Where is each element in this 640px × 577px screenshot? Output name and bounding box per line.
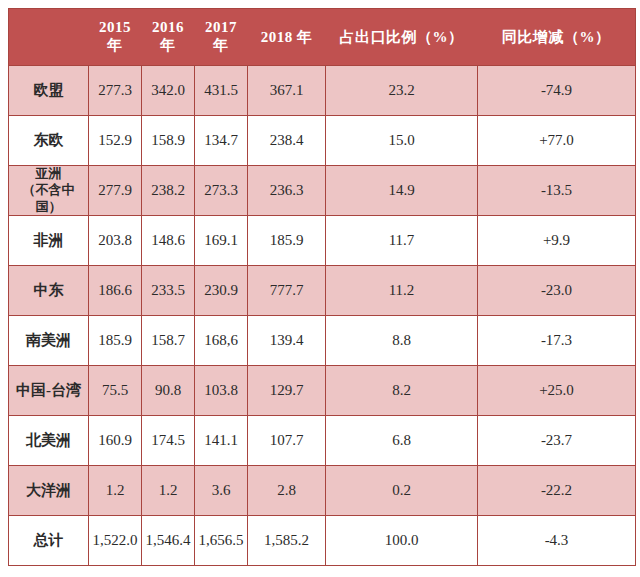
value-cell: -4.3 [478,516,636,566]
header-row: 2015 年 2016 年 2017 年 2018 年 占出口比例（%） 同比增… [9,9,636,66]
value-cell: 90.8 [142,366,195,416]
value-cell: 8.8 [326,316,478,366]
value-cell: 1,656.5 [195,516,248,566]
value-cell: -23.0 [478,266,636,316]
value-cell: 129.7 [248,366,326,416]
value-cell: 1,522.0 [89,516,142,566]
value-cell: -17.3 [478,316,636,366]
value-cell: 14.9 [326,166,478,216]
value-cell: 148.6 [142,216,195,266]
value-cell: 8.2 [326,366,478,416]
value-cell: +25.0 [478,366,636,416]
value-cell: 185.9 [248,216,326,266]
value-cell: 134.7 [195,116,248,166]
value-cell: 277.3 [89,66,142,116]
value-cell: 1,585.2 [248,516,326,566]
value-cell: 160.9 [89,416,142,466]
region-cell: 总计 [9,516,89,566]
value-cell: +9.9 [478,216,636,266]
value-cell: 158.9 [142,116,195,166]
table-row-south-america: 南美洲 185.9 158.7 168,6 139.4 8.8 -17.3 [9,316,636,366]
table-row-africa: 非洲 203.8 148.6 169.1 185.9 11.7 +9.9 [9,216,636,266]
value-cell: -13.5 [478,166,636,216]
value-cell: 152.9 [89,116,142,166]
value-cell: 23.2 [326,66,478,116]
value-cell: 367.1 [248,66,326,116]
value-cell: 107.7 [248,416,326,466]
value-cell: 15.0 [326,116,478,166]
table-row-north-america: 北美洲 160.9 174.5 141.1 107.7 6.8 -23.7 [9,416,636,466]
value-cell: -23.7 [478,416,636,466]
region-cell: 亚洲 （不含中国） [9,166,89,216]
value-cell: 777.7 [248,266,326,316]
value-cell: 238.2 [142,166,195,216]
value-cell: 103.8 [195,366,248,416]
value-cell: 139.4 [248,316,326,366]
value-cell: 2.8 [248,466,326,516]
table-row-asia-excl-china: 亚洲 （不含中国） 277.9 238.2 273.3 236.3 14.9 -… [9,166,636,216]
value-cell: 6.8 [326,416,478,466]
value-cell: 203.8 [89,216,142,266]
header-cell-2018: 2018 年 [248,9,326,66]
value-cell: 0.2 [326,466,478,516]
table-row-middle-east: 中东 186.6 233.5 230.9 777.7 11.2 -23.0 [9,266,636,316]
region-cell: 南美洲 [9,316,89,366]
export-statistics-table-container: 2015 年 2016 年 2017 年 2018 年 占出口比例（%） 同比增… [8,8,635,566]
table-row-oceania: 大洋洲 1.2 1.2 3.6 2.8 0.2 -22.2 [9,466,636,516]
region-cell: 大洋洲 [9,466,89,516]
value-cell: 158.7 [142,316,195,366]
value-cell: 11.2 [326,266,478,316]
header-cell-2016: 2016 年 [142,9,195,66]
value-cell: 273.3 [195,166,248,216]
table-row-eastern-europe: 东欧 152.9 158.9 134.7 238.4 15.0 +77.0 [9,116,636,166]
value-cell: 1,546.4 [142,516,195,566]
value-cell: 75.5 [89,366,142,416]
table-row-eu: 欧盟 277.3 342.0 431.5 367.1 23.2 -74.9 [9,66,636,116]
region-cell: 北美洲 [9,416,89,466]
region-cell: 非洲 [9,216,89,266]
region-cell: 欧盟 [9,66,89,116]
value-cell: 11.7 [326,216,478,266]
value-cell: 236.3 [248,166,326,216]
table-row-total: 总计 1,522.0 1,546.4 1,656.5 1,585.2 100.0… [9,516,636,566]
value-cell: 141.1 [195,416,248,466]
value-cell: 342.0 [142,66,195,116]
value-cell: 230.9 [195,266,248,316]
region-cell: 东欧 [9,116,89,166]
header-cell-yoy-change: 同比增减（%） [478,9,636,66]
value-cell: 1.2 [142,466,195,516]
value-cell: 431.5 [195,66,248,116]
value-cell: 277.9 [89,166,142,216]
value-cell: 185.9 [89,316,142,366]
value-cell: 1.2 [89,466,142,516]
region-cell: 中国-台湾 [9,366,89,416]
table-row-china-taiwan: 中国-台湾 75.5 90.8 103.8 129.7 8.2 +25.0 [9,366,636,416]
value-cell: 238.4 [248,116,326,166]
export-statistics-table: 2015 年 2016 年 2017 年 2018 年 占出口比例（%） 同比增… [8,8,636,566]
value-cell: -74.9 [478,66,636,116]
region-cell: 中东 [9,266,89,316]
value-cell: 3.6 [195,466,248,516]
value-cell: 186.6 [89,266,142,316]
value-cell: 100.0 [326,516,478,566]
header-cell-2015: 2015 年 [89,9,142,66]
value-cell: -22.2 [478,466,636,516]
value-cell: 233.5 [142,266,195,316]
header-cell-region [9,9,89,66]
value-cell: +77.0 [478,116,636,166]
value-cell: 169.1 [195,216,248,266]
header-cell-export-ratio: 占出口比例（%） [326,9,478,66]
value-cell: 174.5 [142,416,195,466]
value-cell: 168,6 [195,316,248,366]
header-cell-2017: 2017 年 [195,9,248,66]
